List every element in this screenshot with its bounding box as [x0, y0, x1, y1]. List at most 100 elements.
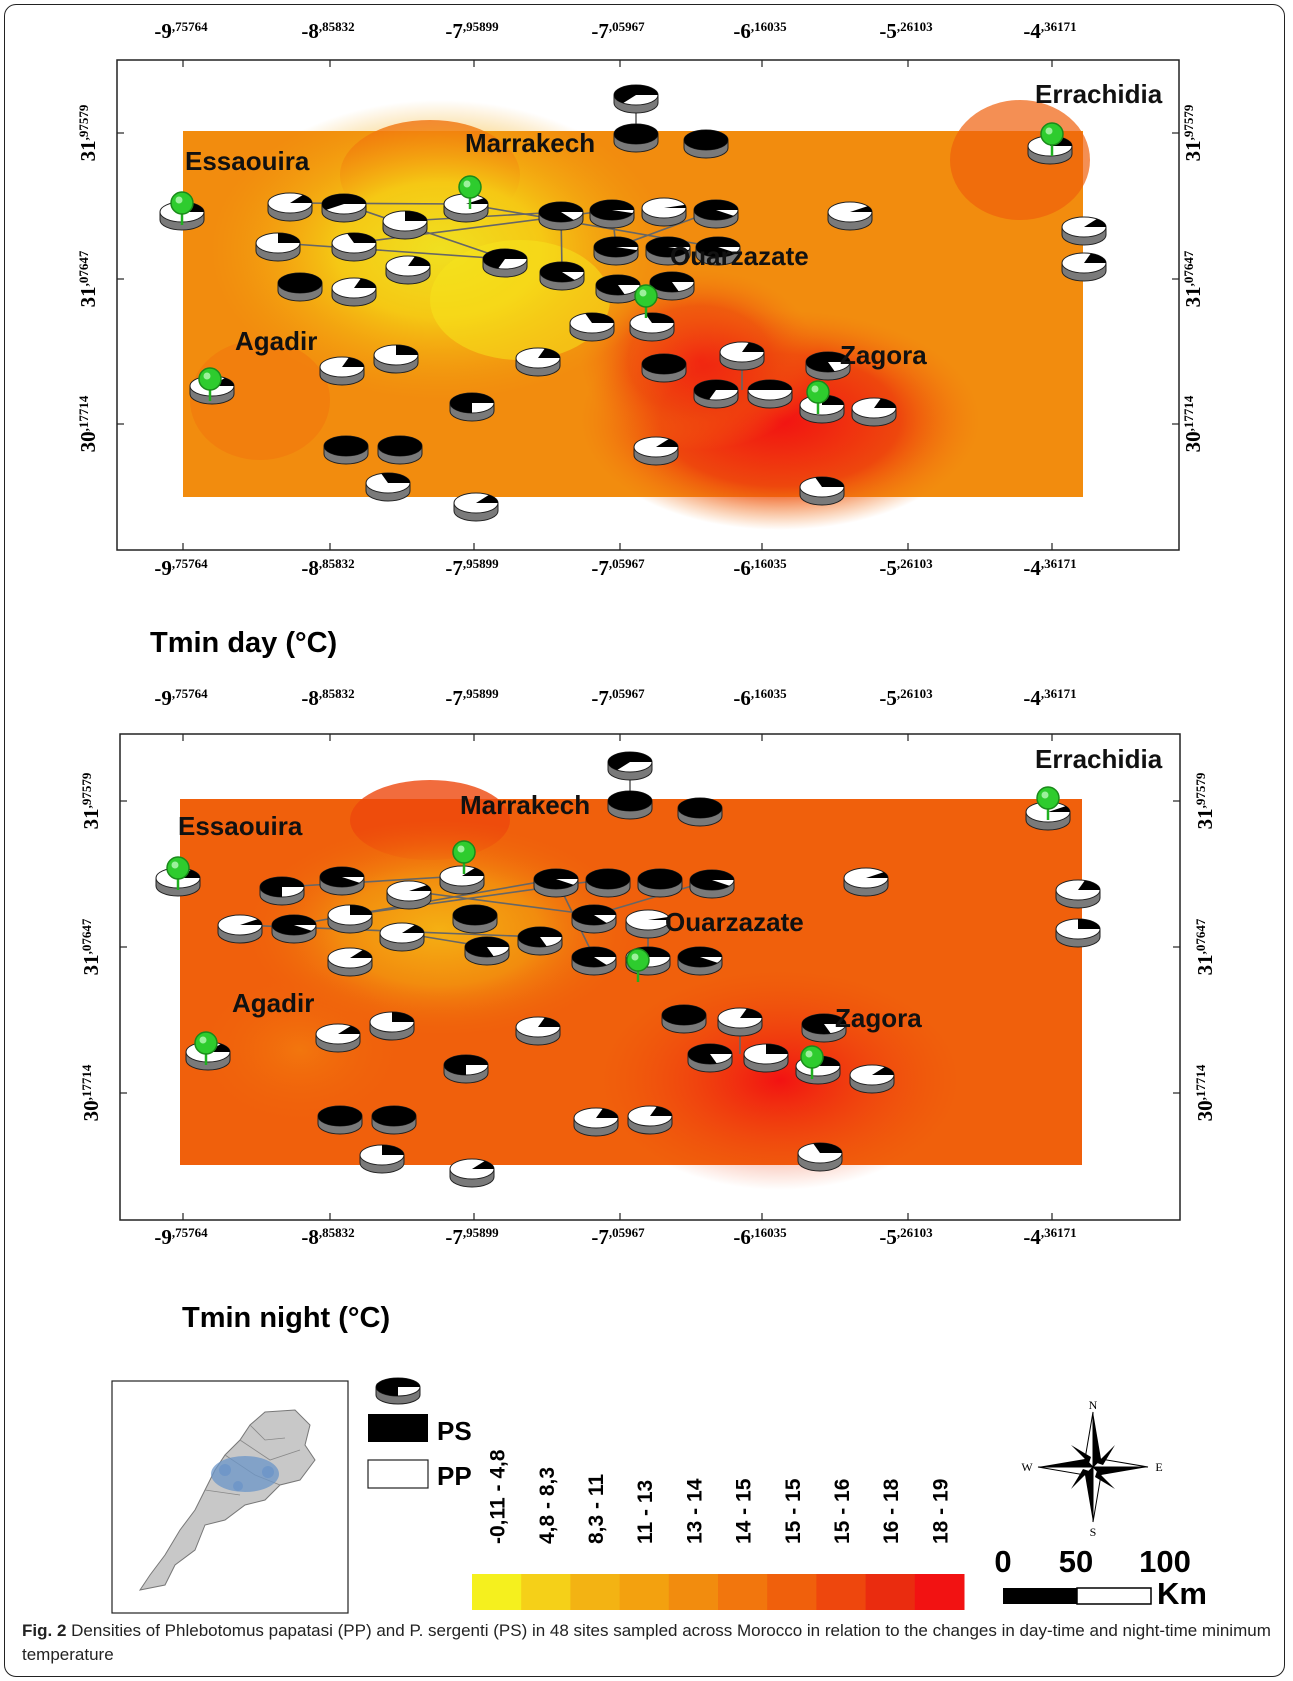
site-pie-ps	[347, 233, 376, 243]
site-pie	[452, 904, 498, 934]
site-pie-ps	[596, 1108, 618, 1118]
lat-label-left: 31,07647	[76, 250, 100, 307]
compass-n: N	[1089, 1398, 1098, 1412]
compass-s: S	[1090, 1525, 1097, 1539]
site-pie-ps	[608, 791, 652, 811]
site-pie-ps	[382, 1145, 404, 1155]
site-pie	[717, 1007, 763, 1037]
site-pie-ps	[290, 194, 312, 203]
city-label: Agadir	[235, 326, 317, 356]
site-pie-ps	[381, 473, 410, 483]
city-pin-icon	[170, 191, 194, 215]
class-label: 18 - 19	[929, 1479, 952, 1544]
city-pin-icon	[1040, 122, 1064, 146]
site-pie	[323, 435, 369, 465]
site-pie-ps	[664, 204, 686, 208]
site-pie	[271, 914, 317, 944]
city-label: Essaouira	[178, 811, 303, 841]
city-pin-icon	[452, 840, 476, 864]
site-pie-ps	[538, 348, 560, 358]
class-swatch	[914, 1574, 965, 1610]
lon-label-bottom: -7,95899	[445, 556, 499, 580]
lon-label-top: -9,75764	[154, 19, 208, 43]
legend-ps-label: PS	[437, 1416, 472, 1446]
site-pie-ps	[614, 84, 658, 104]
site-pie-ps	[874, 398, 896, 408]
class-swatch	[619, 1574, 670, 1610]
site-pie	[637, 868, 683, 898]
site-pie	[677, 797, 723, 827]
class-swatch	[472, 1574, 522, 1610]
site-pie	[687, 1043, 733, 1073]
lon-label-bottom: -7,95899	[445, 1225, 499, 1249]
site-pie-ps	[322, 194, 366, 210]
site-pie	[327, 947, 373, 977]
city-label: Zagora	[835, 1003, 922, 1033]
site-pie	[689, 869, 735, 899]
lon-label-top: -6,16035	[733, 19, 787, 43]
site-pie	[683, 129, 729, 159]
morocco-inset-map-icon	[138, 1409, 316, 1591]
site-pie	[645, 236, 691, 266]
legend-pie-icon	[375, 1377, 421, 1405]
site-pie	[641, 197, 687, 227]
temperature-class-legend: -0,11 - 4,8 4,8 - 8,3 8,3 - 11 11 - 13 13 - …	[472, 1449, 965, 1610]
sites-day	[159, 84, 1107, 522]
class-label: 4,8 - 8,3	[536, 1467, 559, 1544]
site-pie	[613, 123, 659, 153]
site-pie-ps	[594, 236, 639, 257]
map-title-night: Tmin night (°C)	[182, 1302, 390, 1334]
site-pie	[843, 867, 889, 897]
lat-label-right: 31,07647	[1193, 918, 1217, 975]
city-pin-highlight	[639, 289, 647, 297]
site-pie-ps	[453, 905, 497, 925]
city-label: Essaouira	[185, 146, 310, 176]
site-pie-ps	[850, 206, 873, 212]
city-pin-highlight	[1041, 791, 1049, 799]
city-pin-icon	[800, 1045, 824, 1069]
city-pin-highlight	[175, 196, 183, 204]
city-pin-highlight	[811, 385, 819, 393]
site-pie-ps	[1084, 253, 1106, 263]
site-pie-ps	[1078, 919, 1100, 929]
site-pie	[629, 312, 675, 342]
class-swatch	[668, 1574, 719, 1610]
site-pie	[327, 904, 373, 934]
city-pin-icon	[166, 856, 190, 880]
lon-label-bottom: -5,26103	[879, 556, 933, 580]
site-pie-ps	[260, 877, 304, 897]
site-pie-ps	[648, 916, 670, 920]
site-pie	[641, 353, 687, 383]
lat-label-right: 31,97579	[1181, 104, 1205, 161]
class-swatch	[521, 1574, 571, 1610]
site-pie-ps	[638, 869, 682, 889]
site-pie-ps	[866, 872, 889, 878]
site-pie-ps	[572, 946, 616, 967]
site-pie-ps	[320, 867, 364, 888]
site-pie	[801, 1013, 847, 1043]
lon-label-bottom: -7,05967	[591, 556, 645, 580]
site-pie	[443, 1054, 489, 1084]
city-label: Agadir	[232, 988, 314, 1018]
site-pie	[607, 751, 653, 781]
site-pie	[365, 472, 411, 502]
site-pie	[449, 1158, 495, 1188]
site-pie	[315, 1023, 361, 1053]
site-pie-ps	[465, 936, 510, 957]
site-pie-ps	[872, 1066, 894, 1075]
city-pin-highlight	[457, 845, 465, 853]
site-pie-ps	[350, 905, 372, 915]
site-pie-ps	[1078, 880, 1100, 890]
site-pie	[1055, 918, 1101, 948]
site-pie	[571, 904, 617, 934]
site-pie-ps	[614, 124, 658, 144]
site-pie	[595, 274, 641, 304]
cities-night: Essaouira Marrakech Errachidia Ouarzazate Ag…	[166, 744, 1163, 1079]
site-pie	[693, 379, 739, 409]
site-pie	[267, 192, 313, 222]
class-label: 8,3 - 11	[585, 1474, 608, 1544]
site-pie	[1061, 216, 1107, 246]
site-pie-ps	[740, 1008, 762, 1018]
class-swatch	[767, 1574, 817, 1610]
